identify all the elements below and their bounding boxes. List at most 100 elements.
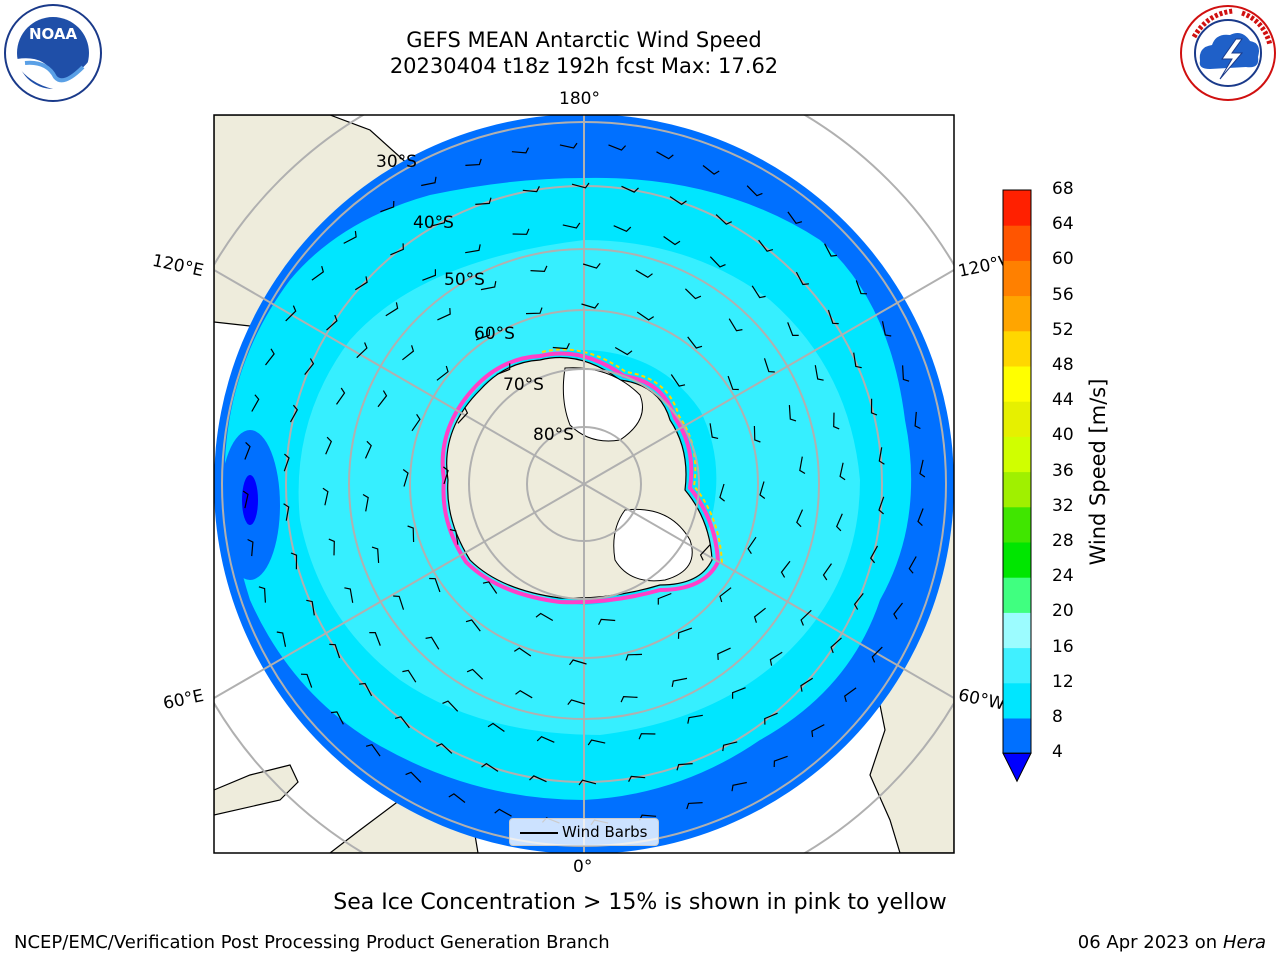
wind-barb: [869, 545, 879, 564]
wind-barb: [394, 716, 410, 729]
colorbar-tick-label: 40: [1052, 425, 1074, 446]
wind-barb: [811, 724, 825, 738]
wind-barb: [670, 374, 686, 387]
colorbar-tick-label: 44: [1052, 390, 1074, 411]
wind-barb: [283, 453, 290, 472]
wind-barb: [699, 544, 711, 561]
wind-barb: [839, 462, 846, 481]
wind-barb: [371, 546, 380, 563]
wind-barb: [362, 493, 369, 512]
wind-barb: [902, 365, 910, 382]
colorbar-tick-label: 48: [1052, 355, 1074, 375]
wind-barb: [465, 244, 481, 254]
wind-barb: [402, 669, 417, 683]
wind-barb: [753, 607, 766, 623]
wind-barb: [536, 735, 555, 743]
wind-barb: [422, 269, 436, 281]
wind-barb: [377, 390, 388, 408]
colorbar-tick-label: 16: [1052, 636, 1074, 657]
wind-barb: [480, 280, 497, 291]
lat-label-70s: 70°S: [503, 375, 544, 395]
graticule: [214, 115, 954, 853]
wind-barb: [581, 302, 599, 309]
wind-barb: [285, 305, 297, 322]
wind-barb: [244, 441, 251, 460]
wind-barb: [747, 536, 757, 555]
wind-barb: [529, 775, 547, 783]
wind-barb: [878, 447, 885, 465]
colorbar-tick-label: 12: [1052, 671, 1074, 692]
wind-barb: [656, 151, 674, 160]
wind-barb: [614, 346, 633, 356]
wind-barb: [535, 612, 554, 622]
wind-barb: [356, 342, 368, 359]
wind-barb: [276, 631, 287, 647]
ocean-wind-12-16-band: [298, 240, 861, 735]
colorbar-segment: [1003, 260, 1031, 297]
wind-barb: [684, 288, 702, 300]
lat-label-80s: 80°S: [533, 425, 574, 445]
wind-barb: [411, 413, 421, 432]
colorbar-tick-label: 32: [1052, 495, 1074, 516]
wind-barb: [625, 653, 643, 661]
wind-barb: [443, 466, 449, 485]
wind-barb: [530, 265, 548, 273]
wind-barb: [763, 358, 775, 373]
wind-barb: [326, 314, 338, 331]
wind-barb: [715, 214, 732, 225]
wind-barb: [442, 700, 459, 712]
wind-barb: [436, 365, 449, 381]
wind-barb: [917, 508, 924, 527]
wind-barb: [764, 712, 778, 725]
wind-barb: [448, 793, 466, 803]
colorbar-tick-label: 20: [1052, 601, 1074, 622]
wind-barb: [800, 677, 814, 692]
wind-barb: [732, 687, 746, 699]
colorbar-segment: [1003, 436, 1031, 473]
wind-barb: [437, 308, 451, 321]
wind-barb: [512, 228, 530, 235]
colorbar-segment: [1003, 506, 1031, 543]
wind-barb: [759, 481, 766, 499]
wind-barb: [436, 743, 453, 754]
wind-barb: [242, 490, 249, 509]
wind-barb: [306, 599, 315, 616]
wind-barb: [525, 307, 543, 315]
colorbar-tick-label: 8: [1052, 707, 1063, 727]
wind-barb: [322, 487, 329, 506]
wind-barb: [354, 276, 368, 291]
wind-barb: [258, 586, 266, 603]
colorbar-segment: [1003, 401, 1031, 437]
colorbar-segment: [1003, 471, 1031, 508]
wind-barb: [343, 230, 357, 244]
wind-barb: [330, 711, 344, 725]
wind-barb: [465, 158, 482, 166]
wind-barb: [475, 197, 492, 205]
wind-barb: [559, 142, 578, 149]
wind-barb: [687, 336, 703, 349]
wind-barb: [582, 263, 601, 269]
wind-barb: [914, 411, 921, 430]
wind-barb: [390, 243, 404, 256]
wind-barb: [830, 637, 842, 654]
wind-barb: [800, 609, 812, 626]
wind-barb: [919, 459, 926, 478]
ice-shelf-weddell: [613, 508, 693, 582]
wind-barb: [365, 744, 381, 757]
colorbar-segment: [1003, 612, 1031, 649]
wind-barb: [795, 271, 809, 286]
wind-barb: [552, 342, 570, 350]
wind-barb: [908, 556, 917, 574]
wind-barb: [853, 352, 862, 369]
wind-barb: [407, 525, 415, 543]
lat-label-50s: 50°S: [444, 270, 485, 290]
map-frame: [213, 114, 955, 854]
colorbar-tick-label: 24: [1052, 566, 1074, 587]
colorbar-tick-label: 36: [1052, 460, 1074, 481]
map-legend: Wind Barbs: [509, 818, 659, 846]
wind-barb: [787, 322, 799, 336]
footer-left: NCEP/EMC/Verification Post Processing Pr…: [14, 932, 610, 953]
wind-barb: [780, 560, 791, 578]
wind-barb: [251, 394, 260, 412]
nws-logo: [1180, 5, 1276, 101]
